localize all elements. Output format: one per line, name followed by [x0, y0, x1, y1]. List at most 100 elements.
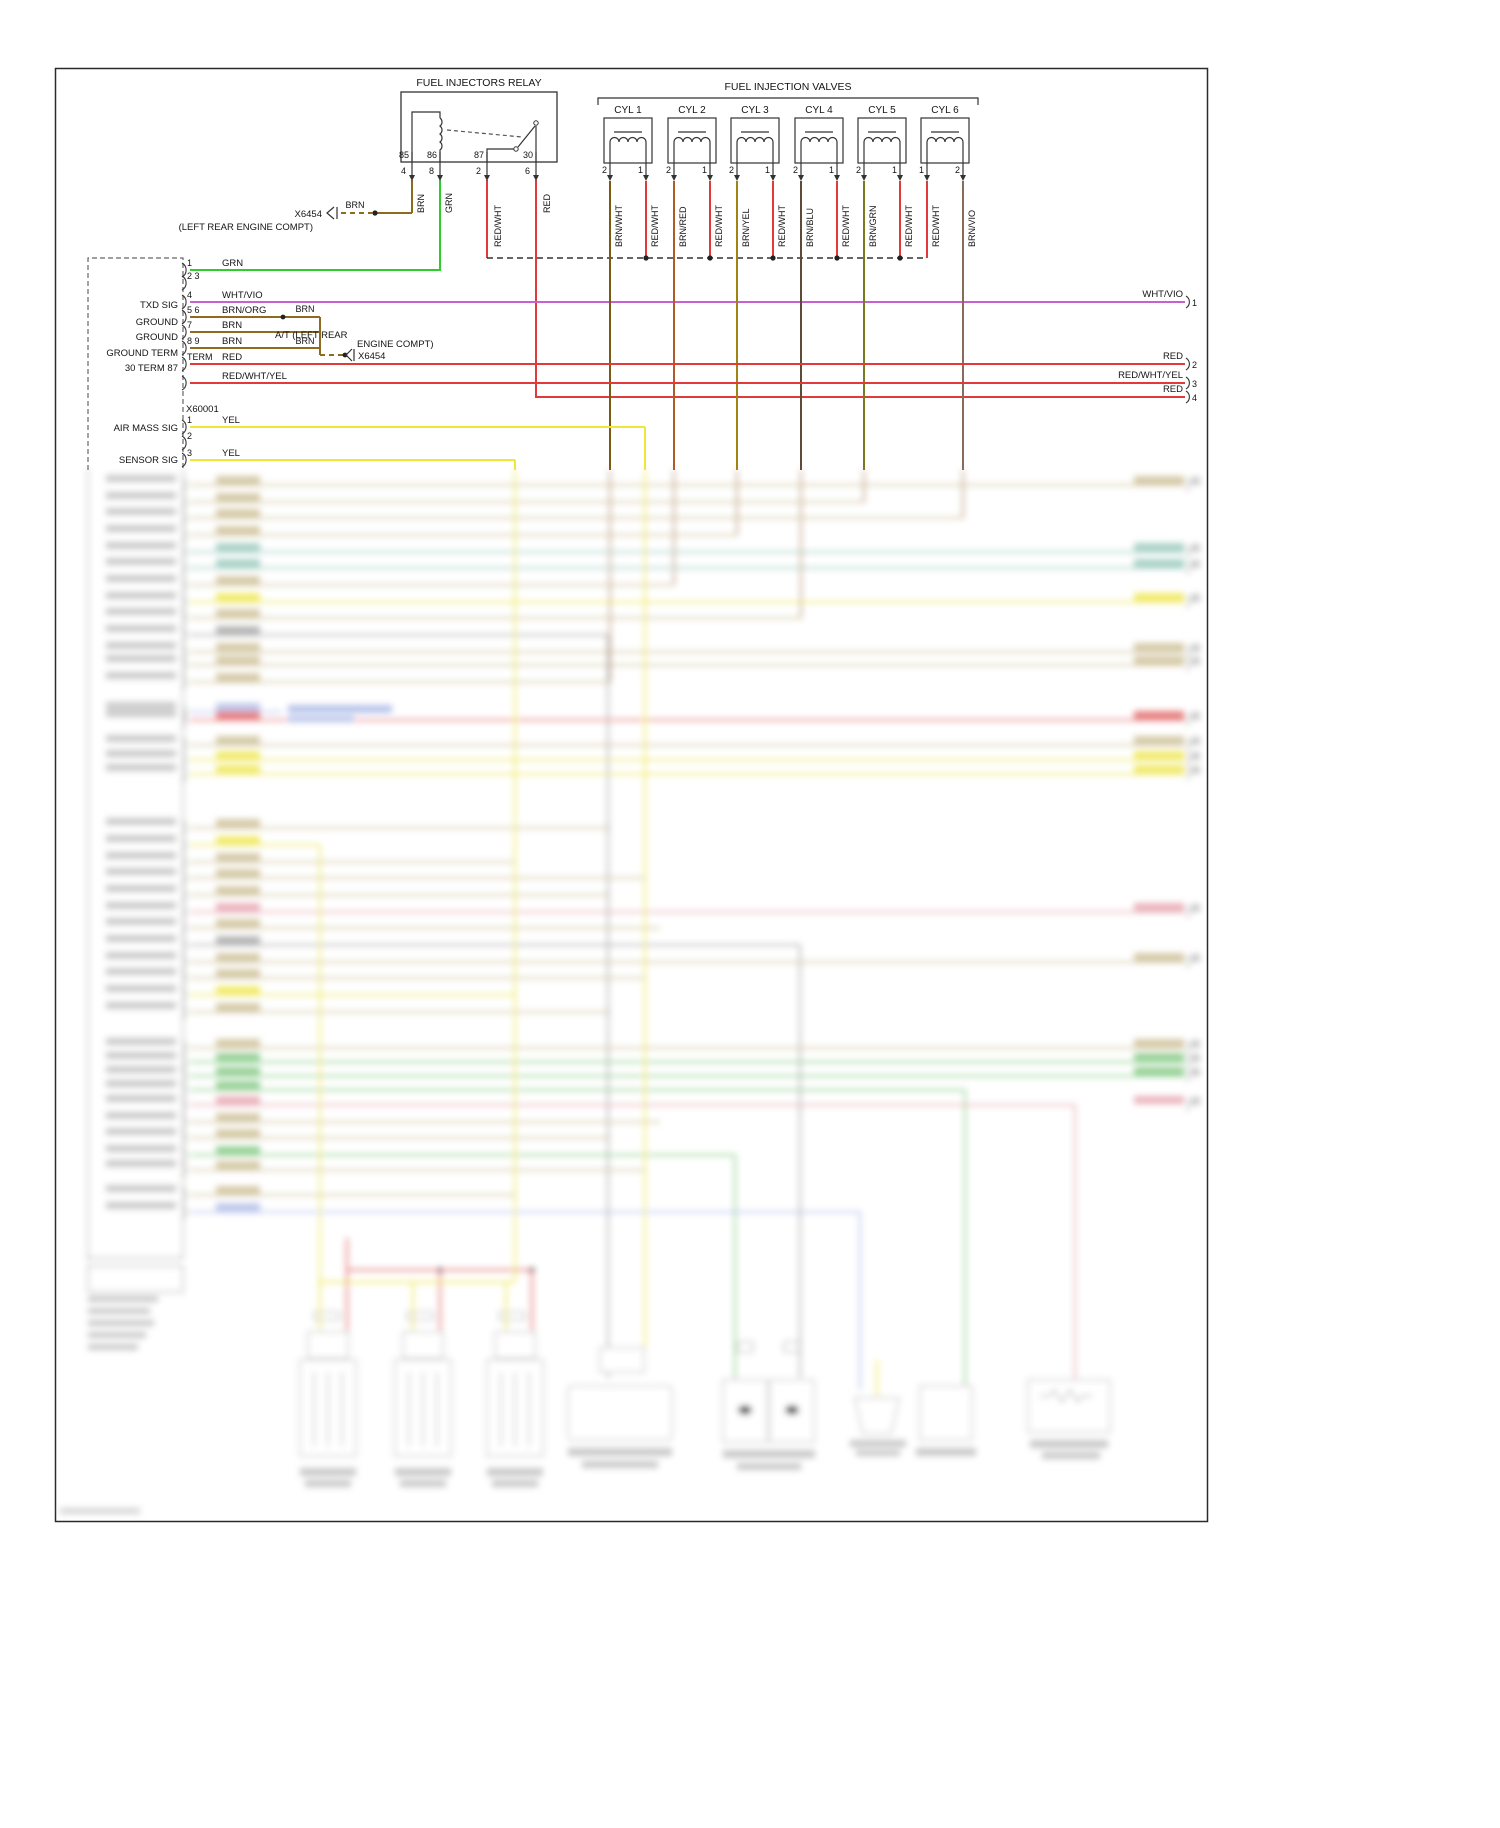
diagram-shape: [216, 1081, 260, 1089]
wire-label: BRN/ORG: [222, 305, 266, 316]
wire-label: RED/WHT: [904, 205, 914, 247]
diagram-shape: [1185, 905, 1190, 919]
diagram-shape: [106, 918, 176, 925]
blurred-component: [567, 1385, 673, 1441]
diagram-shape: [1185, 1041, 1190, 1055]
diagram-shape: [1185, 1098, 1190, 1112]
valve-box: [603, 117, 653, 164]
diagram-shape: [1134, 559, 1184, 567]
arrow-icon: [484, 175, 490, 181]
junction-dot: [372, 210, 378, 216]
injector-valve-5: CYL 5 2 1 BRN/GRN RED/WHT: [856, 105, 914, 470]
pin-number: 3: [187, 448, 192, 458]
diagram-shape: [106, 702, 176, 709]
pin-number: 2: [666, 165, 671, 175]
diagram-shape: [181, 937, 187, 953]
pin-function-label: AIR MASS SIG: [114, 423, 178, 434]
diagram-shape: [1191, 560, 1200, 568]
wire-label: RED/WHT: [650, 205, 660, 247]
pin-socket: [181, 419, 187, 435]
diagram-shape: [1134, 1053, 1184, 1061]
diagram-shape: [88, 1320, 154, 1326]
cyl-label: CYL 5: [868, 105, 896, 116]
diagram-shape: [181, 527, 187, 543]
relay-out-pin: 8: [429, 166, 434, 176]
blurred-diagram-region: [60, 470, 1200, 1514]
arrow-icon: [960, 175, 966, 181]
pin-function-label: GROUND TERM: [106, 348, 178, 359]
diagram-shape: [106, 710, 176, 717]
diagram-shape: [1191, 1054, 1200, 1062]
pin-number: 2: [602, 165, 607, 175]
diagram-shape: [216, 819, 260, 827]
diagram-shape: [1134, 1039, 1184, 1047]
pin-number: 2: [187, 431, 192, 441]
diagram-shape: [106, 608, 176, 615]
diagram-shape: [216, 919, 260, 927]
arrow-icon: [533, 175, 539, 181]
connector-symbol-icon: [345, 348, 353, 362]
diagram-shape: [1134, 593, 1184, 601]
diagram-shape: [1042, 1452, 1100, 1459]
diagram-shape: [216, 1053, 260, 1061]
diagram-shape: [216, 953, 260, 961]
diagram-shape: [916, 1448, 976, 1456]
pin-number: 4: [187, 290, 192, 300]
diagram-shape: [106, 750, 176, 757]
diagram-shape: [216, 936, 260, 944]
pin-function-label: SENSOR SIG: [119, 455, 178, 466]
diagram-shape: [181, 544, 187, 560]
diagram-shape: [738, 1405, 752, 1415]
pin-socket: [181, 324, 187, 340]
diagram-shape: [305, 1480, 351, 1487]
arrow-icon: [671, 175, 677, 181]
junction-dot: [280, 314, 286, 320]
diagram-shape: [106, 475, 176, 482]
pin-number: TERM: [187, 352, 213, 362]
connector-symbol-icon: [326, 206, 335, 220]
diagram-shape: [1185, 1055, 1190, 1069]
diagram-shape: [181, 904, 187, 920]
diagram-shape: [216, 509, 260, 517]
diagram-shape: [181, 594, 187, 610]
injector-coil: [800, 136, 838, 143]
diagram-shape: [181, 1097, 187, 1113]
diagram-shape: [216, 673, 260, 681]
diagram-shape: [106, 525, 176, 532]
diagram-shape: [1185, 545, 1190, 559]
pin-number: 1: [702, 165, 707, 175]
diagram-shape: [498, 1311, 526, 1321]
diagram-shape: [181, 1187, 187, 1203]
diagram-shape: [106, 1095, 176, 1102]
diagram-shape: [106, 1202, 176, 1209]
diagram-shape: [216, 986, 260, 994]
pin-socket: [181, 375, 187, 391]
diagram-shape: [1191, 1097, 1200, 1105]
diagram-shape: [437, 1267, 443, 1273]
diagram-shape: [216, 711, 260, 719]
arrow-icon: [734, 175, 740, 181]
diagram-shape: [1191, 1068, 1200, 1076]
diagram-shape: [216, 1003, 260, 1011]
diagram-shape: [487, 1468, 543, 1476]
diagram-shape: [529, 1267, 535, 1273]
diagram-shape: [1185, 1069, 1190, 1083]
pin-number: 4: [1192, 393, 1197, 403]
wire-label: RED/WHT: [493, 205, 503, 247]
pin-number: 8 9: [187, 336, 200, 346]
diagram-shape: [106, 868, 176, 875]
control-module-connector: TXD SIG GROUND GROUND GROUND TERM 30 TER…: [87, 257, 219, 470]
diagram-shape: [106, 818, 176, 825]
valve-box: [920, 117, 970, 164]
pin-socket: [181, 294, 187, 310]
diagram-shape: [106, 1128, 176, 1135]
diagram-shape: [216, 765, 260, 773]
injector-valve-2: CYL 2 2 1 BRN/RED RED/WHT: [666, 105, 724, 470]
injector-coil: [673, 136, 711, 143]
diagram-shape: [106, 1052, 176, 1059]
arrow-icon: [924, 175, 930, 181]
diagram-shape: [106, 558, 176, 565]
diagram-border: [54, 67, 1209, 1523]
diagram-shape: [1134, 543, 1184, 551]
relay-pin-number: 87: [474, 150, 484, 160]
